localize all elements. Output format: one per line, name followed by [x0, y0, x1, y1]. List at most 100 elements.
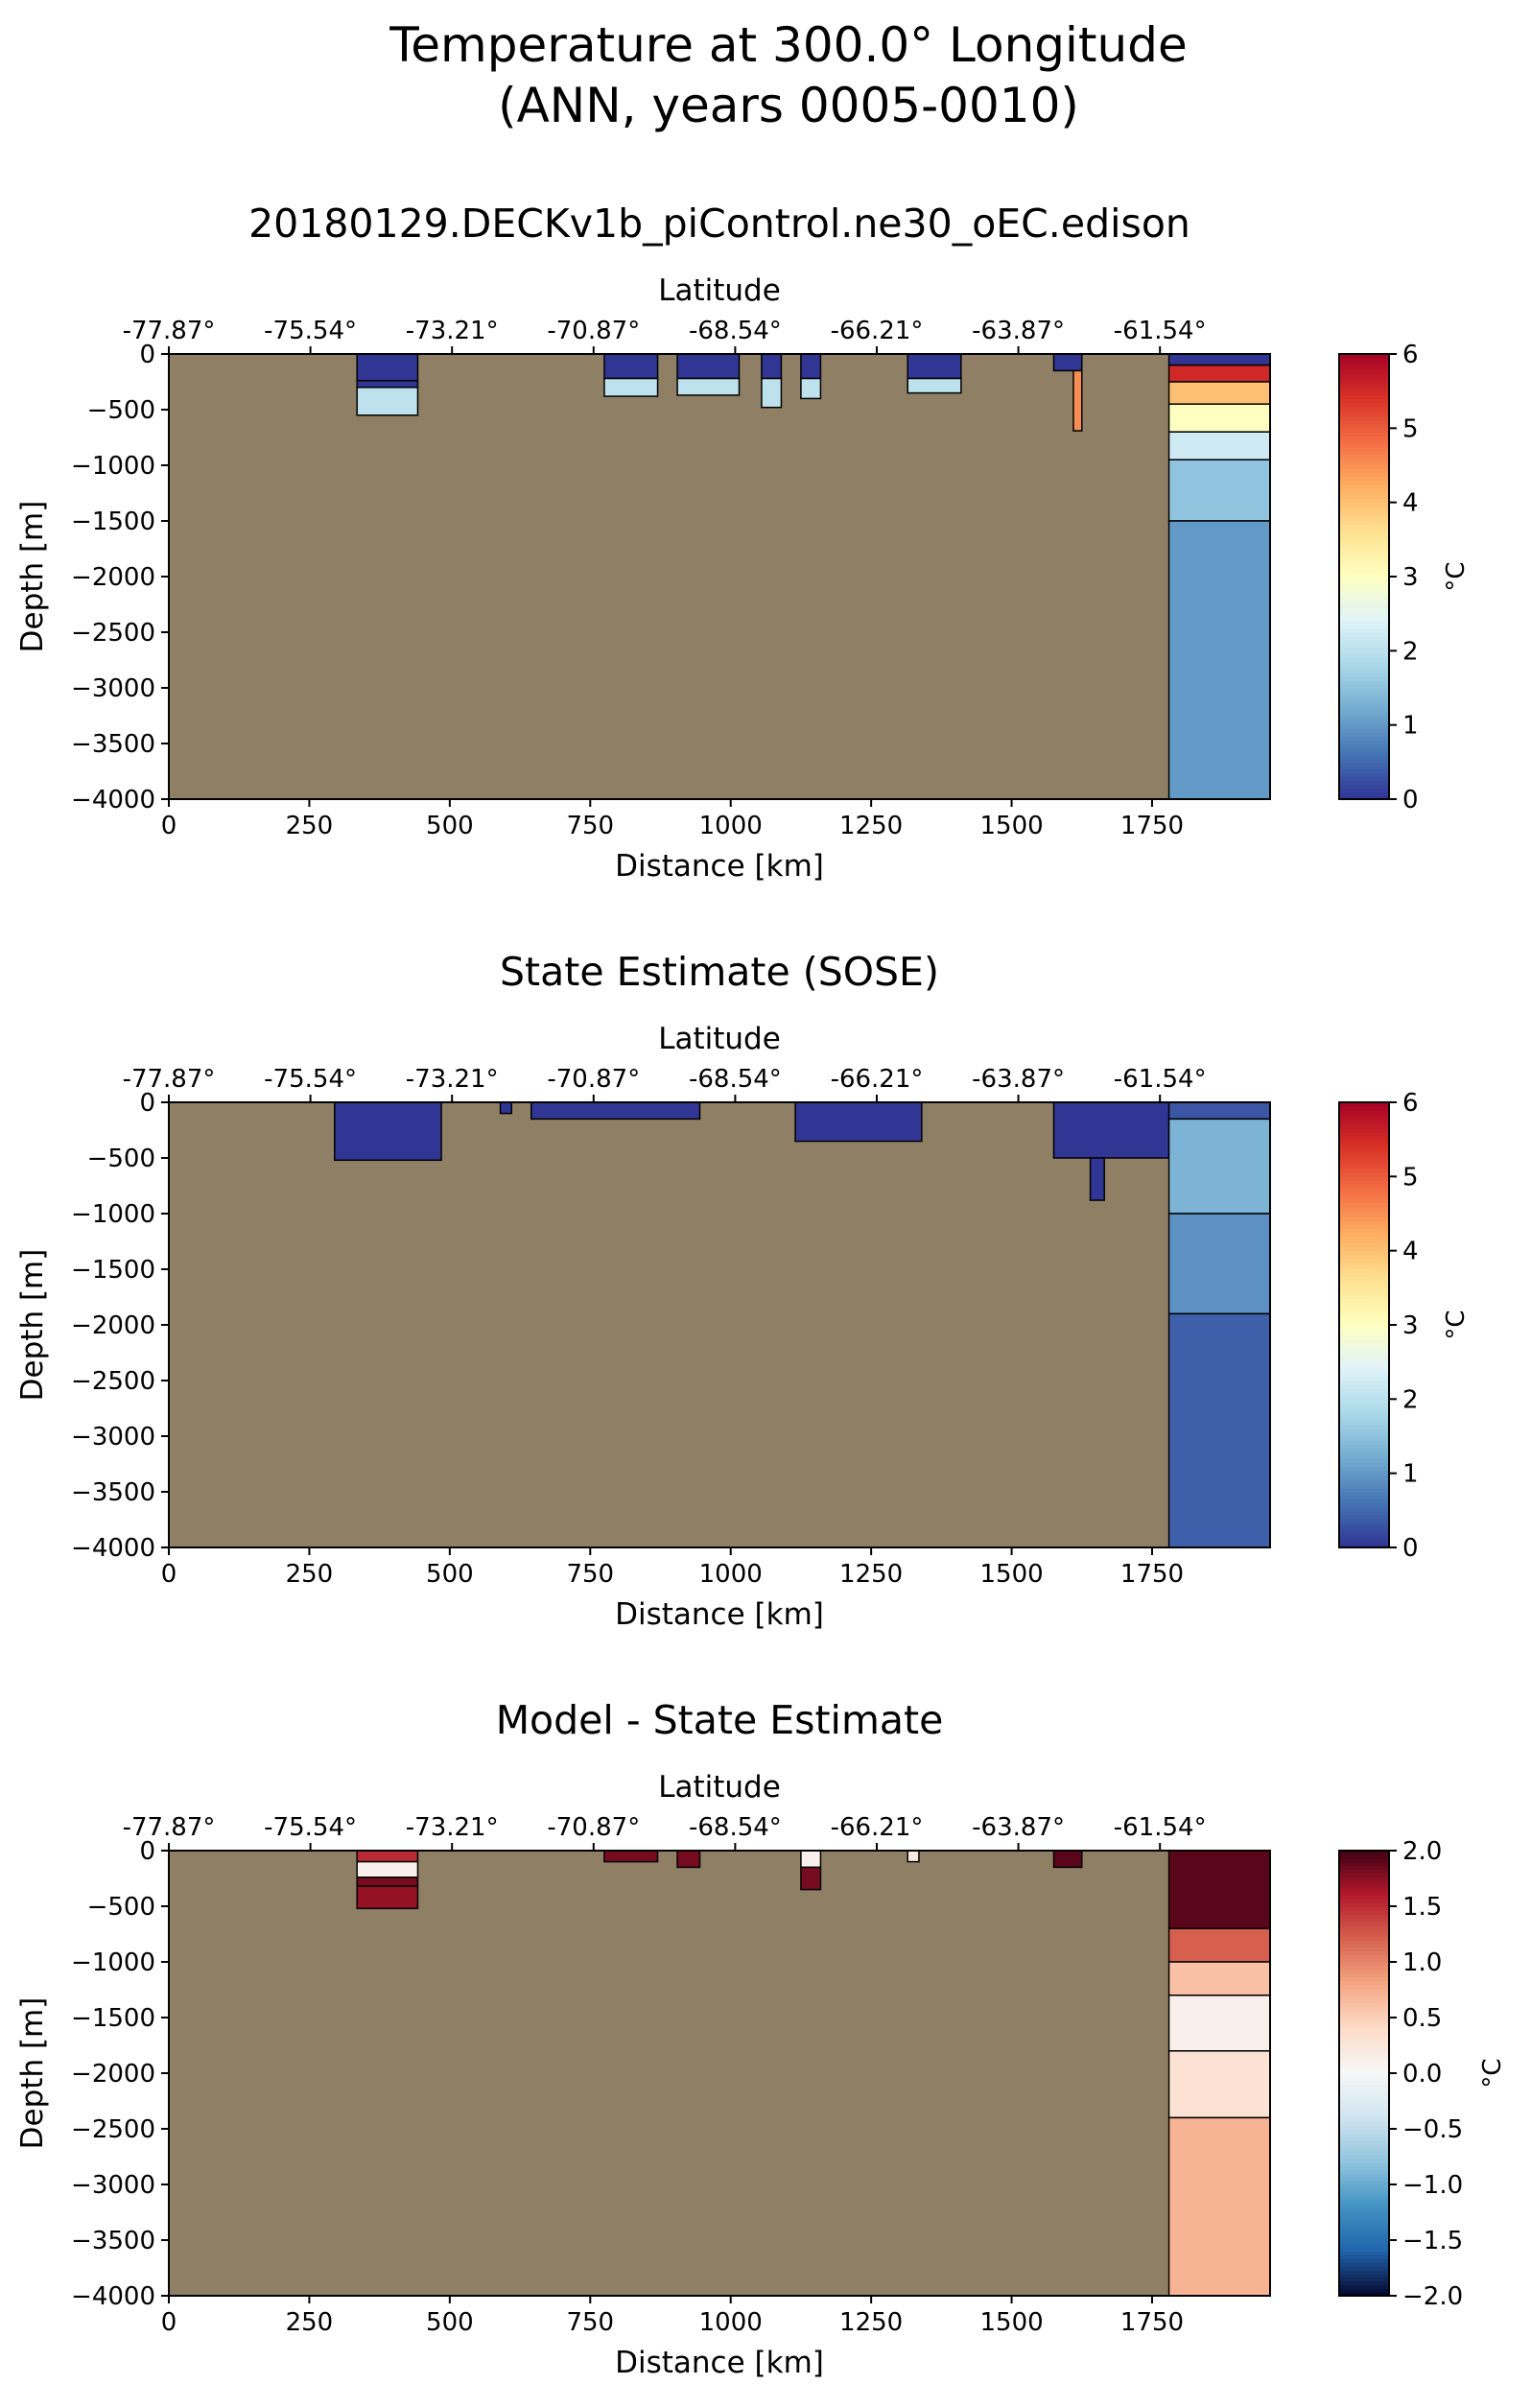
- colorbar-segment: [1339, 2210, 1389, 2215]
- colorbar-segment: [1339, 1995, 1389, 2000]
- ocean-cell: [761, 377, 783, 409]
- colorbar-segment: [1339, 1409, 1389, 1415]
- x-tick-label: 250: [286, 2308, 334, 2337]
- colorbar-segment: [1339, 2020, 1389, 2026]
- colorbar-segment: [1339, 357, 1389, 363]
- colorbar-segment: [1339, 2177, 1389, 2182]
- colorbar-segment: [1339, 1540, 1389, 1545]
- colorbar-segment: [1339, 2139, 1389, 2145]
- colorbar-segment: [1339, 521, 1389, 526]
- lat-tick-label: -61.54°: [1114, 1813, 1207, 1842]
- colorbar-segment: [1339, 2046, 1389, 2052]
- colorbar-segment: [1339, 1514, 1389, 1519]
- colorbar-segment: [1339, 579, 1389, 585]
- y-tick-label: −2500: [71, 2115, 155, 2144]
- colorbar-segment: [1339, 1988, 1389, 1993]
- panel-model: 20180129.DECKv1b_piControl.ne30_oEC.edis…: [15, 201, 1471, 884]
- colorbar-segment: [1339, 446, 1389, 452]
- colorbar-segment: [1339, 2080, 1389, 2086]
- colorbar-tick-label: 1.0: [1402, 1948, 1442, 1977]
- ocean-cell: [356, 1860, 419, 1878]
- colorbar-segment: [1339, 410, 1389, 414]
- colorbar-segment: [1339, 720, 1389, 726]
- colorbar-segment: [1339, 2125, 1389, 2130]
- colorbar-segment: [1339, 1909, 1389, 1915]
- colorbar-segment: [1339, 398, 1389, 403]
- colorbar-segment: [1339, 1220, 1389, 1226]
- ocean-cell: [1167, 520, 1271, 800]
- colorbar-segment: [1339, 1117, 1389, 1121]
- colorbar-segment: [1339, 1899, 1389, 1903]
- x-tick-label: 1250: [839, 2308, 903, 2337]
- colorbar-segment: [1339, 1443, 1389, 1449]
- colorbar-segment: [1339, 1102, 1389, 1107]
- colorbar-segment: [1339, 387, 1389, 392]
- y-tick-label: −500: [87, 396, 155, 425]
- colorbar-segment: [1339, 1105, 1389, 1111]
- figure-title-line1: Temperature at 300.0° Longitude: [389, 17, 1187, 73]
- colorbar-segment: [1339, 354, 1389, 359]
- colorbar-tick-label: 0.0: [1402, 2060, 1442, 2089]
- y-axis-label: Depth [m]: [15, 1249, 50, 1402]
- colorbar-segment: [1339, 1383, 1389, 1389]
- colorbar-segment: [1339, 1187, 1389, 1192]
- y-tick-label: −3000: [71, 1423, 155, 1452]
- colorbar-segment: [1339, 2106, 1389, 2112]
- ocean-cell: [794, 1101, 923, 1143]
- lat-tick-label: -61.54°: [1114, 317, 1207, 345]
- x-tick-label: 1000: [699, 1560, 763, 1589]
- colorbar-segment: [1339, 442, 1389, 448]
- colorbar-segment: [1339, 454, 1389, 459]
- colorbar-segment: [1339, 465, 1389, 470]
- colorbar-segment: [1339, 1258, 1389, 1263]
- colorbar-segment: [1339, 724, 1389, 730]
- colorbar-label: °C: [1478, 2058, 1507, 2088]
- ocean-cell: [1167, 1961, 1271, 1996]
- ocean-cell: [356, 1885, 419, 1910]
- colorbar-segment: [1339, 1984, 1389, 1989]
- colorbar-segment: [1339, 1210, 1389, 1215]
- colorbar-segment: [1339, 2091, 1389, 2096]
- y-tick-label: −1500: [71, 508, 155, 536]
- colorbar-segment: [1339, 2258, 1389, 2263]
- lat-tick-label: -66.21°: [831, 1065, 924, 1094]
- x-tick-label: 1750: [1120, 2308, 1184, 2337]
- colorbar-segment: [1339, 2277, 1389, 2282]
- ocean-cell: [1167, 1312, 1271, 1548]
- colorbar-segment: [1339, 691, 1389, 696]
- colorbar-segment: [1339, 1469, 1389, 1475]
- colorbar-segment: [1339, 554, 1389, 559]
- colorbar-segment: [1339, 2099, 1389, 2104]
- colorbar-segment: [1339, 2269, 1389, 2275]
- colorbar-segment: [1339, 2117, 1389, 2122]
- colorbar-segment: [1339, 1325, 1389, 1330]
- x-tick-label: 1750: [1120, 1560, 1184, 1589]
- colorbar-segment: [1339, 2136, 1389, 2141]
- colorbar-segment: [1339, 1991, 1389, 1996]
- y-axis-label: Depth [m]: [15, 1997, 50, 2150]
- ocean-cell: [676, 1850, 701, 1869]
- ocean-cell: [603, 353, 659, 380]
- colorbar-segment: [1339, 2191, 1389, 2197]
- colorbar-segment: [1339, 2240, 1389, 2245]
- colorbar-segment: [1339, 1128, 1389, 1133]
- colorbar-segment: [1339, 1499, 1389, 1504]
- lat-tick-label: -75.54°: [264, 317, 357, 345]
- x-tick-label: 250: [286, 812, 334, 840]
- colorbar-segment: [1339, 458, 1389, 462]
- colorbar: 0 1 2 3 4 5 6 °C: [1338, 341, 1471, 814]
- colorbar-segment: [1339, 1121, 1389, 1125]
- colorbar-segment: [1339, 436, 1389, 440]
- colorbar-segment: [1339, 744, 1389, 748]
- colorbar-segment: [1339, 461, 1389, 466]
- colorbar-segment: [1339, 1206, 1389, 1211]
- colorbar-segment: [1339, 468, 1389, 474]
- colorbar-segment: [1339, 1917, 1389, 1923]
- colorbar-segment: [1339, 438, 1389, 444]
- ocean-cell: [800, 1866, 822, 1891]
- colorbar-segment: [1339, 2058, 1389, 2063]
- y-tick-label: −4000: [71, 786, 155, 814]
- colorbar-segment: [1339, 1518, 1389, 1523]
- colorbar-tick-label: −2.0: [1402, 2282, 1463, 2311]
- colorbar-segment: [1339, 2050, 1389, 2056]
